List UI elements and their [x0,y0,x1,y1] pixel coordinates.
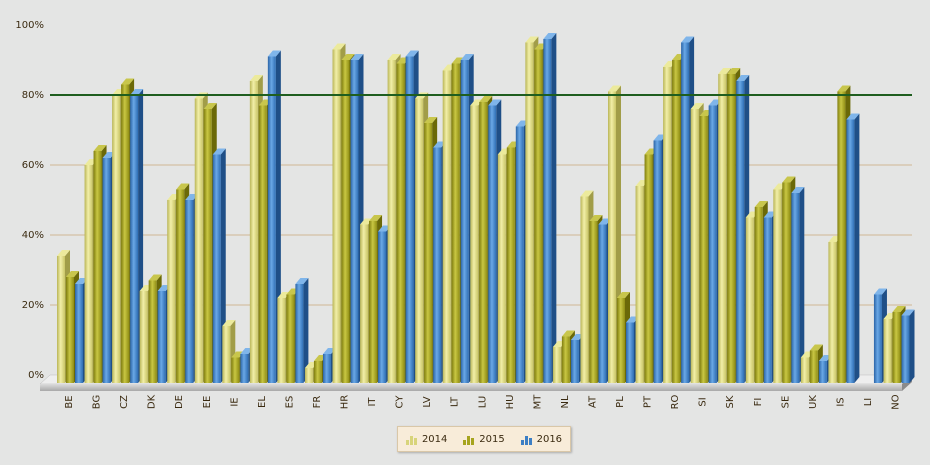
x-label-EE: EE [202,396,213,409]
legend-item-2016: 2016 [520,433,563,445]
x-label-SK: SK [725,395,736,408]
y-tick-label: 100% [15,20,44,31]
bar-MT-2016 [543,33,557,383]
x-label-IS: IS [835,397,846,406]
y-tick-label: 20% [22,300,44,311]
legend-label-2015: 2015 [479,433,505,445]
x-label-HU: HU [505,395,516,410]
x-label-IE: IE [229,397,240,406]
x-label-CY: CY [395,395,406,409]
x-label-LT: LT [450,396,461,407]
y-tick-label: 40% [22,230,44,241]
legend-label-2016: 2016 [536,433,563,445]
legend-swatch-2015 [463,434,475,445]
x-label-LV: LV [422,396,433,407]
x-label-UK: UK [808,395,819,409]
legend: 2014 2015 2016 [397,426,571,452]
bars [57,33,915,383]
x-label-IT: IT [367,397,378,407]
x-label-BG: BG [92,395,103,409]
y-axis-ticks: 0% 20% 40% 60% 80% 100% [15,20,44,381]
x-label-BE: BE [64,395,75,408]
legend-swatch-2014 [405,434,418,445]
x-label-FI: FI [753,398,764,407]
bar-IS-2016 [846,113,860,383]
legend-label-2014: 2014 [421,433,448,445]
x-label-EL: EL [257,396,268,408]
x-label-DE: DE [174,395,185,409]
x-label-LU: LU [477,396,488,408]
x-label-DK: DK [147,394,158,409]
legend-item-2015: 2015 [463,433,505,445]
x-label-PL: PL [615,396,626,408]
x-label-HR: HR [340,395,351,410]
bar-SE-2016 [791,187,805,383]
y-tick-label: 80% [22,90,44,101]
x-label-MT: MT [532,394,543,410]
x-label-LI: LI [863,398,874,407]
x-axis-labels: BE BG CZ DK DE EE IE EL ES FR HR IT CY LV LT LU HU MT NL AT… [64,394,902,410]
x-label-FR: FR [312,396,323,409]
legend-swatch-2016 [520,434,533,445]
x-label-AT: AT [587,395,598,408]
x-label-NO: NO [891,394,902,409]
x-label-SE: SE [780,396,791,409]
x-label-SI: SI [698,397,709,406]
floor-front [40,384,902,391]
legend-item-2014: 2014 [405,433,448,445]
y-tick-label: 0% [28,370,44,381]
x-label-RO: RO [670,394,681,409]
x-label-ES: ES [284,396,295,409]
y-tick-label: 60% [22,160,44,171]
x-label-PT: PT [643,395,654,408]
x-label-NL: NL [560,395,571,408]
x-label-CZ: CZ [119,395,130,409]
bar-NO-2016 [901,309,915,383]
bar-ES-2016 [295,278,309,383]
